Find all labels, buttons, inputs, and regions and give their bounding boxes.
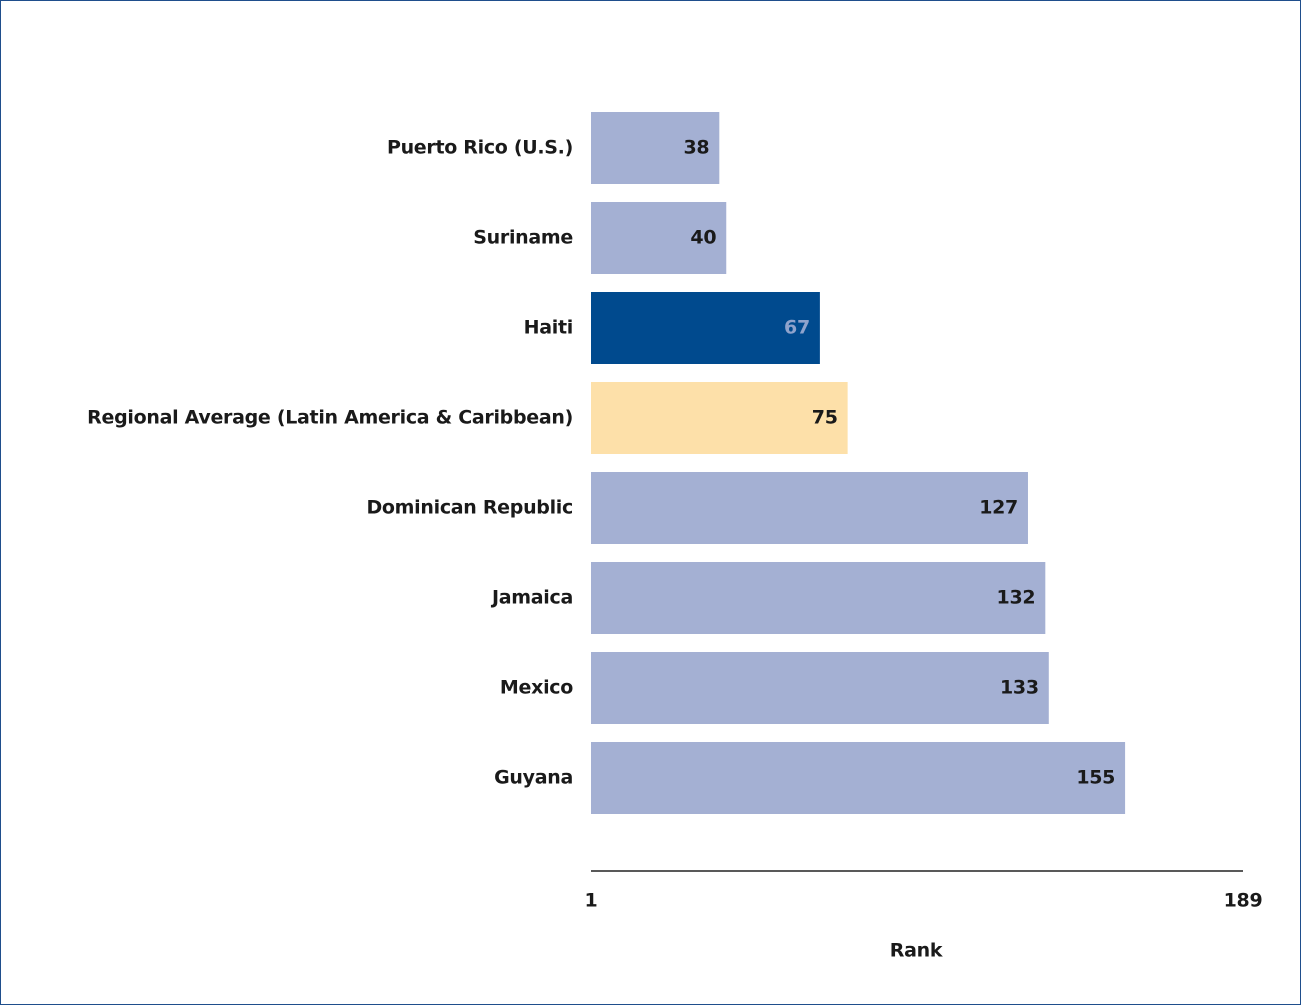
value-label: 40 bbox=[690, 227, 716, 249]
bar bbox=[591, 292, 820, 364]
category-label: Haiti bbox=[524, 317, 573, 339]
value-label: 132 bbox=[997, 587, 1036, 609]
category-label: Mexico bbox=[500, 677, 573, 699]
value-label: 127 bbox=[979, 497, 1018, 519]
x-axis-label: Rank bbox=[890, 940, 943, 962]
value-label: 75 bbox=[812, 407, 838, 429]
category-label: Regional Average (Latin America & Caribb… bbox=[87, 407, 573, 429]
category-label: Puerto Rico (U.S.) bbox=[387, 137, 573, 159]
bar bbox=[591, 112, 720, 184]
value-label: 38 bbox=[683, 137, 709, 159]
value-label: 67 bbox=[784, 317, 810, 339]
value-label: 155 bbox=[1076, 767, 1115, 789]
bar bbox=[591, 202, 727, 274]
x-tick-label: 1 bbox=[585, 890, 598, 912]
category-label: Guyana bbox=[494, 767, 573, 789]
bar bbox=[591, 562, 1046, 634]
category-label: Jamaica bbox=[490, 587, 573, 609]
value-label: 133 bbox=[1000, 677, 1039, 699]
bar bbox=[591, 652, 1049, 724]
bar bbox=[591, 742, 1126, 814]
bar bbox=[591, 382, 848, 454]
category-label: Suriname bbox=[473, 227, 573, 249]
category-label: Dominican Republic bbox=[366, 497, 573, 519]
bar bbox=[591, 472, 1028, 544]
x-tick-label: 189 bbox=[1224, 890, 1263, 912]
